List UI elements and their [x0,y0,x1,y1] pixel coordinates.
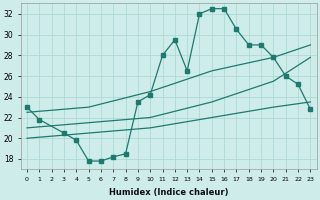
X-axis label: Humidex (Indice chaleur): Humidex (Indice chaleur) [109,188,228,197]
